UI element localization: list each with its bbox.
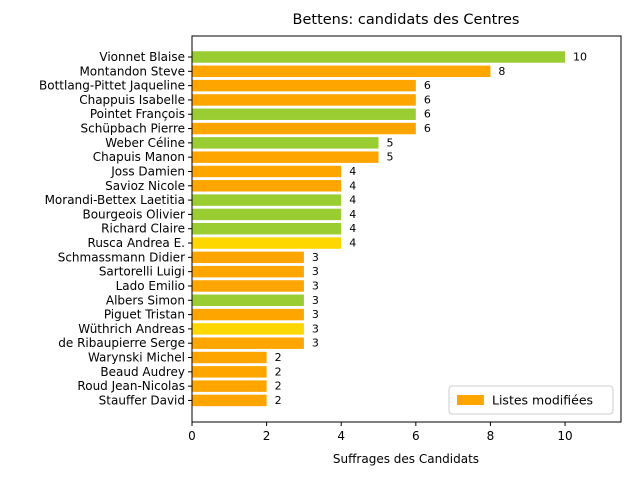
y-tick-label: Sartorelli Luigi xyxy=(99,265,185,279)
y-tick-label: Pointet François xyxy=(90,107,185,121)
data-label: 10 xyxy=(573,51,587,64)
data-label: 2 xyxy=(275,365,282,378)
data-label: 5 xyxy=(387,136,394,149)
legend-swatch xyxy=(457,395,484,405)
x-axis-label: Suffrages des Candidats xyxy=(333,452,479,466)
bars-group xyxy=(192,51,566,407)
y-tick-label: Schmassmann Didier xyxy=(58,250,185,264)
y-tick-label: Montandon Steve xyxy=(79,64,185,78)
bar xyxy=(192,151,379,163)
y-tick-label: Beaud Audrey xyxy=(100,365,185,379)
data-label: 3 xyxy=(312,265,319,278)
bar xyxy=(192,251,304,264)
legend-label: Listes modifiées xyxy=(492,393,593,408)
bar xyxy=(192,351,267,364)
bar xyxy=(192,137,379,149)
bar xyxy=(192,208,342,221)
y-tick-label: Rusca Andrea E. xyxy=(88,236,185,250)
x-tick-label: 4 xyxy=(337,429,345,443)
bar xyxy=(192,180,342,192)
data-label: 4 xyxy=(349,179,356,192)
y-tick-label: Piguet Tristan xyxy=(104,308,185,322)
y-tick-label: Schüpbach Pierre xyxy=(81,122,186,136)
y-tick-label: Weber Céline xyxy=(105,136,185,150)
data-label: 4 xyxy=(349,237,356,250)
bar xyxy=(192,323,304,335)
legend-box xyxy=(448,385,614,415)
bar xyxy=(192,337,304,349)
y-tick-label: Roud Jean-Nicolas xyxy=(77,379,185,393)
bar xyxy=(192,237,342,249)
bar xyxy=(192,380,267,392)
y-tick-label: Richard Claire xyxy=(101,222,185,236)
legend: Listes modifiées xyxy=(448,385,614,415)
data-label: 6 xyxy=(424,93,431,106)
y-tick-label: de Ribaupierre Serge xyxy=(58,336,185,350)
y-tick-label: Chapuis Manon xyxy=(93,150,185,164)
x-tick-label: 0 xyxy=(188,429,196,443)
data-label: 6 xyxy=(424,79,431,92)
data-label: 3 xyxy=(312,322,319,335)
y-tick-label: Chappuis Isabelle xyxy=(79,93,185,107)
x-tick-label: 6 xyxy=(412,429,420,443)
data-label: 3 xyxy=(312,308,319,321)
x-tick-label: 8 xyxy=(487,429,495,443)
bar xyxy=(192,65,491,78)
data-label: 8 xyxy=(498,65,505,78)
x-axis-ticks: 0 2 4 6 8 10 xyxy=(188,422,573,443)
data-label: 3 xyxy=(312,251,319,264)
data-label: 3 xyxy=(312,337,319,350)
y-tick-label: Joss Damien xyxy=(110,164,185,178)
y-tick-label: Albers Simon xyxy=(106,293,185,307)
y-tick-label: Morandi-Bettex Laetitia xyxy=(45,193,185,207)
y-tick-label: Stauffer David xyxy=(99,393,185,407)
y-tick-label: Savioz Nicole xyxy=(105,179,185,193)
bar xyxy=(192,280,304,292)
bar xyxy=(192,194,342,206)
y-tick-label: Warynski Michel xyxy=(88,351,185,365)
y-tick-label: Bourgeois Olivier xyxy=(82,207,185,221)
data-label: 5 xyxy=(387,151,394,164)
bar xyxy=(192,165,342,178)
data-label: 6 xyxy=(424,122,431,135)
bar xyxy=(192,265,304,278)
bar xyxy=(192,79,416,92)
data-label: 2 xyxy=(275,394,282,407)
y-tick-label: Wüthrich Andreas xyxy=(78,322,185,336)
data-label: 4 xyxy=(349,222,356,235)
data-label: 4 xyxy=(349,194,356,207)
x-tick-label: 2 xyxy=(263,429,271,443)
bar xyxy=(192,308,304,321)
bar xyxy=(192,394,267,407)
y-tick-label: Bottlang-Pittet Jaqueline xyxy=(39,79,185,93)
bar xyxy=(192,122,416,135)
plot-frame xyxy=(191,35,622,423)
bar xyxy=(192,94,416,106)
data-label: 3 xyxy=(312,279,319,292)
x-tick-label: 10 xyxy=(557,429,572,443)
chart-title: Bettens: candidats des Centres xyxy=(293,12,520,28)
bar xyxy=(192,222,342,235)
data-label: 4 xyxy=(349,165,356,178)
data-label: 6 xyxy=(424,108,431,121)
bar xyxy=(192,294,304,306)
y-tick-label: Vionnet Blaise xyxy=(99,50,185,64)
data-label: 4 xyxy=(349,208,356,221)
y-tick-label: Lado Emilio xyxy=(116,279,185,293)
bar xyxy=(192,366,267,378)
data-label: 2 xyxy=(275,380,282,393)
bar xyxy=(192,108,416,120)
data-label: 3 xyxy=(312,294,319,307)
bar xyxy=(192,51,566,63)
data-label: 2 xyxy=(275,351,282,364)
